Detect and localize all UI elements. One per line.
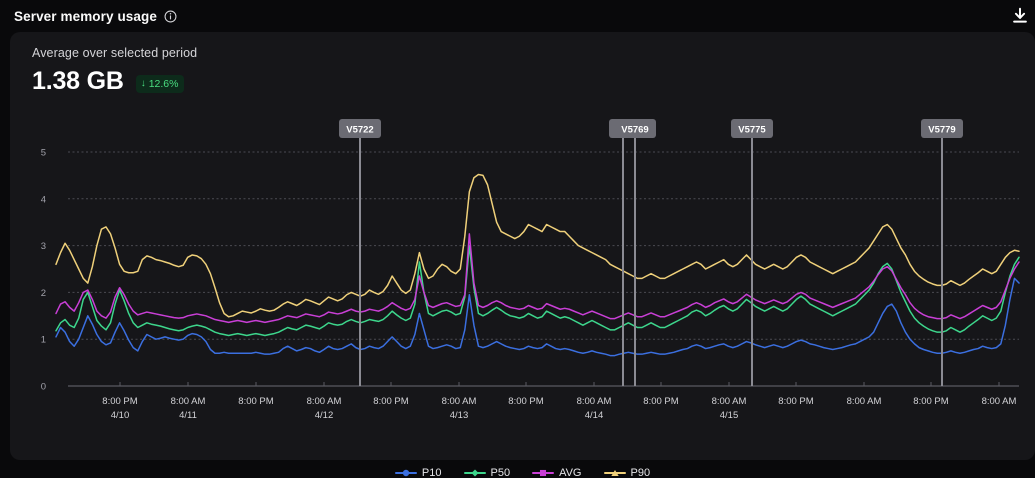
- deployment-marker-badge[interactable]: [921, 119, 963, 138]
- x-axis-tick-label: 8:00 PM: [643, 396, 678, 407]
- x-axis-tick-label: 8:00 AM: [171, 396, 206, 407]
- widget-header: Server memory usage: [0, 0, 1035, 32]
- x-axis-tick-label: 8:00 PM: [238, 396, 273, 407]
- legend-item-label: P10: [421, 467, 442, 478]
- legend-item-p90[interactable]: P90: [603, 467, 651, 478]
- x-axis-date-label: 4/14: [585, 410, 604, 421]
- y-axis-tick-label: 5: [41, 148, 46, 159]
- series-line-avg: [55, 233, 1020, 324]
- deployment-marker-label: V5769: [621, 125, 648, 136]
- page-title: Server memory usage: [14, 8, 157, 24]
- y-axis-tick-label: 1: [41, 335, 46, 346]
- kpi-row: 1.38 GB ↓ 12.6%: [32, 67, 1035, 96]
- x-axis-tick-label: 8:00 AM: [577, 396, 612, 407]
- deployment-marker-badge[interactable]: [614, 119, 656, 138]
- x-axis-tick-label: 8:00 AM: [712, 396, 747, 407]
- chart-legend: P10 P50 AVG P90: [10, 460, 1035, 478]
- y-axis-tick-label: 0: [41, 382, 46, 393]
- triangle-icon: [603, 468, 626, 478]
- x-axis-date-label: 4/12: [315, 410, 334, 421]
- x-axis-tick-label: 8:00 AM: [847, 396, 882, 407]
- legend-item-p10[interactable]: P10: [394, 467, 442, 478]
- delta-value: 12.6%: [148, 78, 179, 90]
- x-axis-date-label: 4/11: [179, 410, 197, 421]
- deployment-marker-label: V5722: [346, 125, 373, 136]
- x-axis-tick-label: 8:00 PM: [913, 396, 948, 407]
- deployment-marker-label: V5779: [928, 125, 955, 136]
- kpi-label: Average over selected period: [32, 46, 198, 60]
- series-line-p50: [55, 244, 1020, 337]
- x-axis-date-label: 4/13: [450, 410, 469, 421]
- y-axis-tick-label: 3: [41, 241, 46, 252]
- square-icon: [532, 468, 555, 478]
- arrow-down-icon: ↓: [140, 78, 146, 89]
- series-line-p10: [55, 277, 1020, 357]
- deployment-marker-label: V5775: [738, 125, 766, 136]
- legend-item-avg[interactable]: AVG: [532, 467, 582, 478]
- chart-plot-area: 0 1 2 3 4 5 8:00 PM 4/10 8:00 AM 4/11 8:00 PM 8:00 …: [10, 104, 1035, 460]
- x-axis-tick-label: 8:00 PM: [102, 396, 137, 407]
- deployment-marker-badge[interactable]: [339, 119, 381, 138]
- legend-item-label: P90: [630, 467, 651, 478]
- chart-card: Average over selected period 1.38 GB ↓ 1…: [10, 32, 1035, 478]
- x-axis-tick-label: 8:00 AM: [982, 396, 1017, 407]
- info-icon[interactable]: [164, 10, 177, 23]
- x-axis-tick-label: 8:00 PM: [778, 396, 813, 407]
- deployment-marker-badge[interactable]: [731, 119, 773, 138]
- x-axis-tick-label: 8:00 PM: [508, 396, 543, 407]
- legend-item-label: AVG: [559, 467, 582, 478]
- line-chart[interactable]: 0 1 2 3 4 5 8:00 PM 4/10 8:00 AM 4/11 8:00 PM 8:00 …: [10, 104, 1035, 460]
- y-axis-tick-label: 4: [41, 194, 46, 205]
- legend-item-label: P50: [490, 467, 511, 478]
- y-axis-tick-label: 2: [41, 288, 46, 299]
- x-axis-tick-label: 8:00 AM: [442, 396, 477, 407]
- download-icon[interactable]: [1011, 7, 1029, 25]
- circle-icon: [394, 468, 417, 478]
- status-badge: ↓ 12.6%: [135, 75, 185, 93]
- x-axis-date-label: 4/10: [111, 410, 130, 421]
- x-axis-tick-label: 8:00 AM: [307, 396, 342, 407]
- diamond-icon: [463, 468, 486, 478]
- kpi-block: Average over selected period 1.38 GB ↓ 1…: [10, 32, 1035, 96]
- legend-item-p50[interactable]: P50: [463, 467, 511, 478]
- x-axis-tick-label: 8:00 PM: [373, 396, 408, 407]
- kpi-value: 1.38 GB: [32, 67, 124, 95]
- x-axis-date-label: 4/15: [720, 410, 739, 421]
- series-line-p90: [55, 173, 1020, 318]
